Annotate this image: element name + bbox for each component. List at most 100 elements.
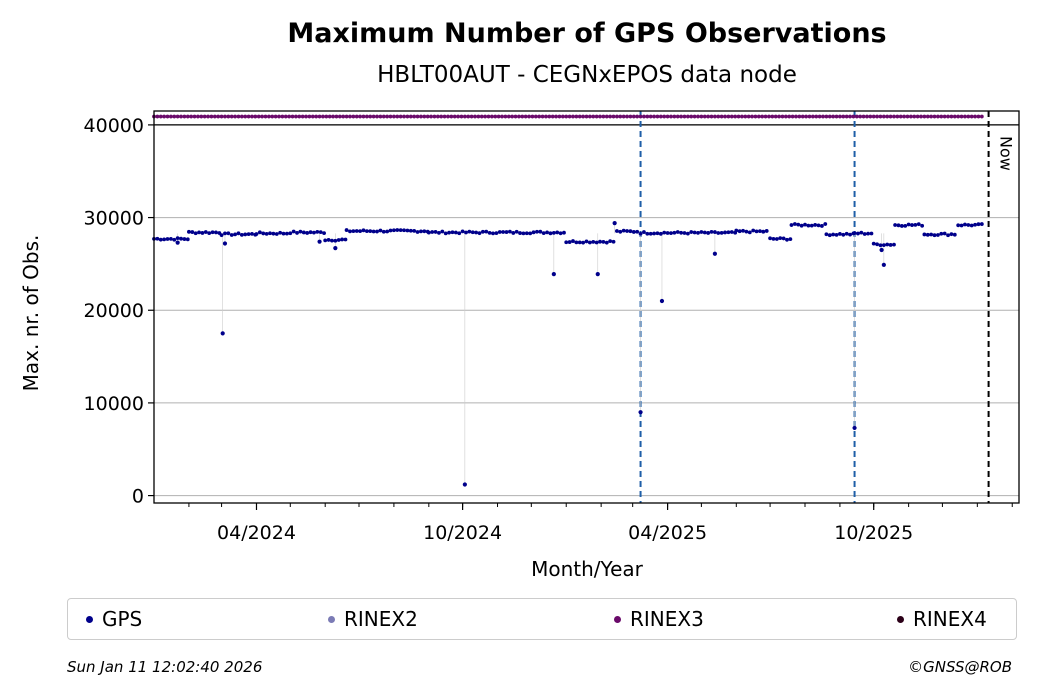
- series-gps-point: [699, 230, 704, 234]
- legend-marker-rinex4: [897, 615, 904, 623]
- series-gps-point: [185, 237, 190, 242]
- series-rinex3-point: [185, 114, 190, 119]
- series-gps-point: [903, 223, 908, 228]
- series-rinex3-point: [223, 114, 227, 119]
- series-gps-point: [343, 237, 348, 242]
- series-gps-point: [625, 229, 629, 233]
- plot-frame: [153, 110, 1020, 504]
- series-gps-point: [806, 223, 811, 228]
- series-gps-point: [518, 231, 522, 235]
- series-rinex3-point: [658, 114, 663, 119]
- series-gps-outlier-point: [659, 298, 665, 304]
- series-rinex3-point: [388, 114, 393, 119]
- series-rinex3-point: [712, 114, 717, 119]
- series-rinex3-point: [260, 114, 265, 119]
- series-gps-point: [474, 230, 479, 235]
- series-gps-point: [936, 233, 940, 237]
- series-rinex3-point: [783, 114, 788, 119]
- series-rinex3-point: [662, 114, 667, 119]
- series-gps-point: [665, 231, 670, 235]
- series-rinex3-point: [696, 114, 700, 119]
- series-rinex3-point: [489, 114, 494, 119]
- series-rinex3-point: [936, 114, 940, 119]
- series-rinex3-point: [956, 114, 961, 119]
- series-rinex3-point: [608, 114, 613, 119]
- series-rinex3-point: [314, 114, 319, 119]
- series-rinex3-point: [581, 114, 586, 119]
- series-rinex3-point: [939, 114, 944, 119]
- series-rinex3-point: [952, 114, 957, 119]
- series-gps-point: [813, 223, 818, 227]
- series-gps-point: [288, 231, 293, 236]
- series-rinex3-point: [506, 114, 511, 119]
- series-gps-point: [819, 224, 824, 228]
- series-gps-point: [521, 231, 526, 236]
- y-tick-label: 40000: [84, 115, 144, 137]
- series-gps-point: [754, 229, 759, 234]
- series-gps-point: [601, 239, 606, 244]
- series-gps-point: [460, 229, 465, 234]
- series-gps-point: [751, 228, 756, 233]
- series-gps-point: [881, 243, 886, 248]
- series-rinex3-point: [587, 114, 592, 119]
- y-tick-label: 10000: [84, 393, 144, 415]
- series-rinex3-point: [425, 114, 430, 119]
- series-gps-point: [453, 230, 458, 235]
- series-gps-outlier-point: [638, 410, 643, 415]
- series-gps-point: [408, 228, 413, 233]
- series-gps-point: [648, 231, 653, 236]
- series-gps-point: [457, 231, 462, 236]
- series-gps-point: [504, 230, 509, 234]
- series-gps-point: [315, 229, 320, 234]
- series-gps-point: [470, 230, 475, 235]
- series-gps-point: [450, 230, 455, 235]
- series-gps-point: [326, 238, 331, 242]
- series-gps-point: [618, 229, 623, 234]
- series-gps-point: [892, 242, 896, 247]
- series-rinex3-point: [645, 114, 650, 119]
- series-rinex3-point: [621, 114, 626, 119]
- series-gps-point: [223, 231, 227, 236]
- series-rinex3-point: [848, 114, 852, 119]
- series-gps-point: [207, 231, 212, 235]
- series-rinex3-point: [682, 114, 687, 119]
- series-gps-point: [155, 236, 160, 241]
- series-gps-point: [577, 240, 582, 245]
- series-rinex3-point: [679, 114, 684, 119]
- series-rinex3-point: [817, 114, 822, 119]
- series-gps-outlier-point: [222, 241, 228, 246]
- series-gps-point: [679, 230, 684, 235]
- series-rinex3-point: [824, 114, 829, 119]
- series-gps-point: [823, 222, 828, 226]
- series-rinex3-point: [638, 114, 643, 119]
- series-gps-point: [852, 231, 857, 236]
- series-gps-point: [312, 230, 316, 235]
- series-gps-point: [562, 230, 566, 235]
- series-gps-point: [323, 238, 328, 243]
- series-rinex3-point: [746, 114, 751, 119]
- series-rinex3-point: [655, 114, 660, 119]
- series-rinex3-point: [932, 114, 937, 119]
- series-gps-point: [584, 239, 589, 244]
- series-rinex3-point: [266, 114, 271, 119]
- series-rinex3-point: [324, 114, 329, 119]
- series-gps-outlier-point: [612, 221, 617, 226]
- series-gps-point: [477, 231, 482, 236]
- series-rinex3-point: [520, 114, 525, 119]
- series-rinex3-point: [810, 114, 815, 119]
- series-gps-point: [638, 231, 643, 236]
- series-gps-point: [514, 229, 519, 234]
- series-gps-point: [621, 228, 626, 233]
- series-rinex3-point: [537, 114, 542, 119]
- chart-subtitle: HBLT00AUT - CEGNxEPOS data node: [377, 62, 797, 88]
- series-rinex3-point: [777, 114, 781, 119]
- x-tick-label: 04/2024: [217, 522, 296, 544]
- series-rinex3-point: [976, 114, 981, 119]
- legend: GPS RINEX2 RINEX3 RINEX4: [67, 598, 1017, 640]
- series-rinex3-point: [804, 114, 809, 119]
- series-rinex3-point: [773, 114, 778, 119]
- series-rinex3-point: [358, 114, 363, 119]
- series-gps-point: [182, 237, 187, 241]
- series-gps-outlier-point: [220, 331, 225, 336]
- series-rinex3-point: [253, 114, 258, 119]
